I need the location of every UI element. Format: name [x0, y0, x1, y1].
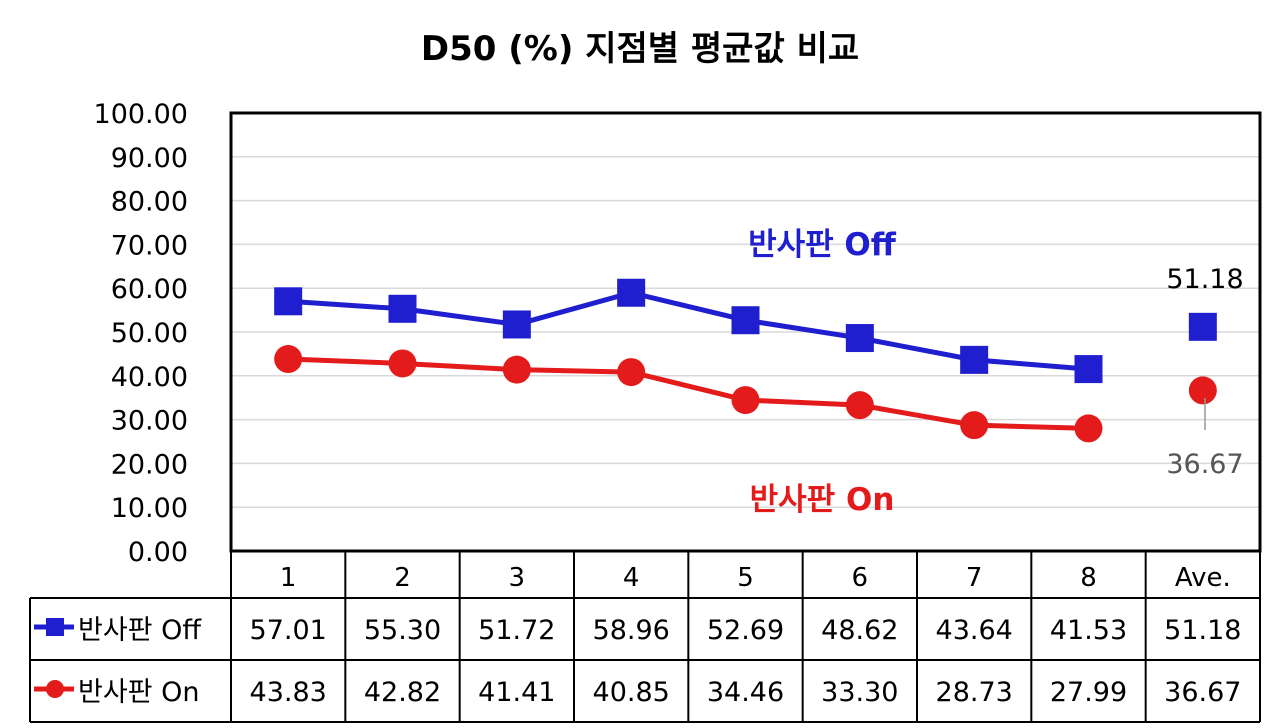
x-category-label: 4 [623, 563, 640, 593]
series-lines [288, 290, 1089, 431]
point-circle [617, 358, 646, 387]
point-square [845, 324, 874, 353]
chart-title: D50 (%) 지점별 평균값 비교 [421, 29, 859, 69]
point-square [731, 306, 760, 335]
x-category-label: 8 [1080, 563, 1097, 593]
point-circle [731, 386, 760, 415]
point-square [960, 345, 989, 374]
table-cell-value: 36.67 [1164, 677, 1241, 708]
table-cell-value: 41.41 [478, 677, 555, 708]
y-tick-label: 0.00 [128, 537, 188, 568]
table-cell-value: 28.73 [936, 677, 1013, 708]
y-tick-label: 20.00 [111, 449, 188, 480]
table-cell-value: 58.96 [593, 615, 670, 646]
legend-circle [46, 680, 64, 698]
table-cell-value: 33.30 [821, 677, 898, 708]
legend-square [46, 618, 64, 636]
point-square [1188, 312, 1217, 341]
x-category-label: 1 [280, 563, 297, 593]
callout-ave-on: 36.67 [1166, 449, 1243, 480]
table-cell-value: 27.99 [1050, 677, 1127, 708]
point-circle [274, 345, 303, 374]
table-cell-value: 42.82 [364, 677, 441, 708]
point-square [502, 310, 531, 339]
table-cell-value: 41.53 [1050, 615, 1127, 646]
point-circle [845, 391, 874, 420]
x-category-label: 3 [509, 563, 526, 593]
table-cell-value: 34.46 [707, 677, 784, 708]
table-cell-value: 55.30 [364, 615, 441, 646]
point-circle [1074, 414, 1103, 443]
y-tick-label: 30.00 [111, 406, 188, 437]
plot-area-frame [229, 111, 1262, 553]
point-circle [1188, 376, 1217, 405]
y-axis-ticks: 0.00 10.00 20.00 30.00 40.00 50.00 60.00 70.00 8… [94, 99, 188, 568]
x-category-label: 6 [852, 563, 869, 593]
callout-ave-off: 51.18 [1166, 264, 1243, 295]
y-tick-label: 90.00 [111, 143, 188, 174]
y-tick-label: 40.00 [111, 362, 188, 393]
point-square [274, 287, 303, 316]
table-cell-value: 43.83 [250, 677, 327, 708]
point-square [1074, 355, 1103, 384]
x-category-label: 2 [394, 563, 411, 593]
table-cell-value: 57.01 [250, 615, 327, 646]
table-cell-value: 51.72 [478, 615, 555, 646]
y-tick-label: 10.00 [111, 493, 188, 524]
x-category-label: Ave. [1175, 563, 1231, 593]
data-table: 1 2 3 4 5 6 7 8 Ave. 반사판 Off 57.01 55.30 51.72 58.96 5… [29, 551, 1261, 723]
x-category-label: 7 [966, 563, 983, 593]
table-cell-value: 48.62 [821, 615, 898, 646]
y-tick-label: 50.00 [111, 318, 188, 349]
annotations: 반사판 Off 반사판 On 51.18 36.67 [748, 227, 1244, 518]
table-cell-value: 43.64 [936, 615, 1013, 646]
series-line [288, 290, 1089, 372]
y-tick-label: 60.00 [111, 274, 188, 305]
point-circle [502, 355, 531, 384]
annotation-on: 반사판 On [750, 482, 895, 518]
table-cell-value: 51.18 [1164, 615, 1241, 646]
series-markers [274, 278, 1217, 443]
point-square [388, 294, 417, 323]
point-circle [388, 349, 417, 378]
annotation-off: 반사판 Off [748, 227, 897, 263]
y-tick-label: 100.00 [94, 99, 188, 130]
series-line [288, 356, 1089, 431]
point-square [617, 278, 646, 307]
legend-series-name: 반사판 On [78, 677, 199, 708]
y-tick-label: 70.00 [111, 230, 188, 261]
legend-series-name: 반사판 Off [78, 615, 202, 646]
x-category-label: 5 [737, 563, 754, 593]
y-tick-label: 80.00 [111, 187, 188, 218]
point-circle [960, 411, 989, 440]
table-cell-value: 52.69 [707, 615, 784, 646]
table-cell-value: 40.85 [593, 677, 670, 708]
